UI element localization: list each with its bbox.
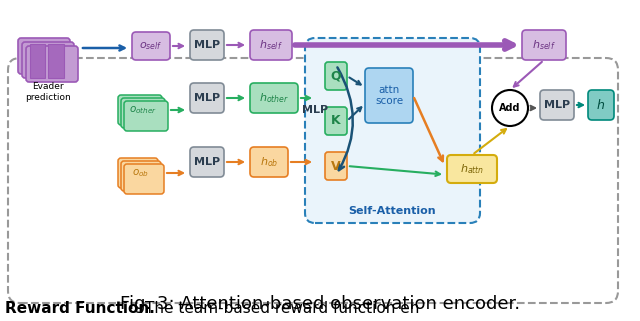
FancyBboxPatch shape — [250, 30, 292, 60]
FancyBboxPatch shape — [325, 152, 347, 180]
FancyBboxPatch shape — [588, 90, 614, 120]
Text: $o_{ob}$: $o_{ob}$ — [132, 167, 150, 179]
Bar — [30, 44, 45, 78]
FancyBboxPatch shape — [22, 42, 74, 78]
Bar — [49, 44, 63, 78]
FancyBboxPatch shape — [132, 32, 170, 60]
Text: V: V — [331, 160, 341, 172]
Text: Evader
prediction: Evader prediction — [25, 82, 71, 102]
Text: Q: Q — [331, 70, 341, 82]
FancyBboxPatch shape — [18, 38, 70, 74]
FancyBboxPatch shape — [447, 155, 497, 183]
Text: Self-Attention: Self-Attention — [349, 206, 436, 216]
Text: The team-based reward function en: The team-based reward function en — [145, 301, 419, 316]
Text: $h_{ob}$: $h_{ob}$ — [260, 155, 278, 169]
Circle shape — [492, 90, 528, 126]
FancyBboxPatch shape — [190, 147, 224, 177]
Text: MLP: MLP — [302, 105, 328, 115]
Text: MLP: MLP — [194, 157, 220, 167]
Text: Reward Function.: Reward Function. — [5, 301, 155, 316]
Text: $h_{attn}$: $h_{attn}$ — [460, 162, 484, 176]
FancyBboxPatch shape — [121, 98, 165, 128]
FancyBboxPatch shape — [305, 38, 480, 223]
Text: $h_{other}$: $h_{other}$ — [259, 91, 289, 105]
Text: $h_{self}$: $h_{self}$ — [259, 38, 283, 52]
Text: Add: Add — [499, 103, 521, 113]
FancyBboxPatch shape — [124, 101, 168, 131]
Text: $o_{self}$: $o_{self}$ — [140, 40, 163, 52]
Text: MLP: MLP — [194, 40, 220, 50]
FancyBboxPatch shape — [325, 107, 347, 135]
FancyBboxPatch shape — [190, 83, 224, 113]
Text: $h_{self}$: $h_{self}$ — [532, 38, 556, 52]
FancyBboxPatch shape — [121, 161, 161, 191]
Text: MLP: MLP — [544, 100, 570, 110]
FancyBboxPatch shape — [124, 164, 164, 194]
FancyBboxPatch shape — [250, 83, 298, 113]
FancyBboxPatch shape — [325, 62, 347, 90]
FancyBboxPatch shape — [522, 30, 566, 60]
Text: $o_{other}$: $o_{other}$ — [129, 104, 157, 116]
Text: $h$: $h$ — [596, 98, 605, 112]
FancyBboxPatch shape — [190, 30, 224, 60]
Text: Fig. 3: Attention-based observation encoder.: Fig. 3: Attention-based observation enco… — [120, 295, 520, 313]
Text: K: K — [331, 115, 341, 127]
FancyBboxPatch shape — [26, 46, 78, 82]
FancyBboxPatch shape — [118, 95, 162, 125]
FancyBboxPatch shape — [540, 90, 574, 120]
FancyBboxPatch shape — [365, 68, 413, 123]
Text: attn
score: attn score — [375, 85, 403, 106]
Text: MLP: MLP — [194, 93, 220, 103]
FancyBboxPatch shape — [250, 147, 288, 177]
FancyBboxPatch shape — [118, 158, 158, 188]
